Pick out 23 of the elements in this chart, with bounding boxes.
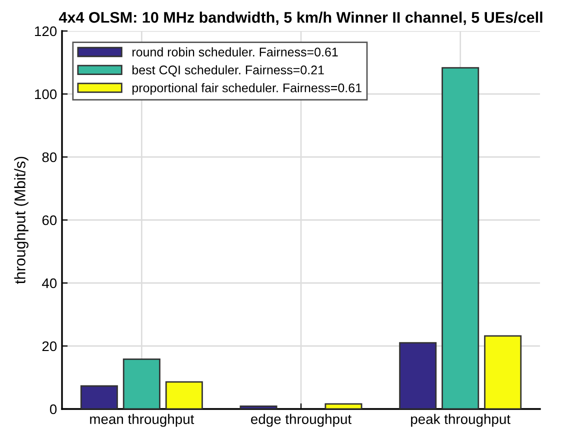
- bar: [240, 405, 278, 409]
- legend-label: proportional fair scheduler. Fairness=0.61: [132, 83, 362, 95]
- y-tick-label: 80: [42, 152, 57, 162]
- legend-label: best CQI scheduler. Fairness=0.21: [132, 65, 324, 77]
- bar: [484, 335, 522, 409]
- bar: [442, 67, 480, 409]
- y-tick-label: 20: [42, 341, 57, 352]
- y-axis-title: throughput (Mbit/s): [14, 156, 28, 284]
- y-tick-label: 0: [50, 404, 57, 414]
- bar: [399, 342, 437, 409]
- bar: [324, 403, 362, 409]
- legend-label: round robin scheduler. Fairness=0.61: [132, 47, 338, 56]
- y-tick-label: 120: [35, 26, 57, 36]
- bar: [122, 358, 160, 409]
- y-tick-label: 100: [35, 89, 57, 100]
- x-tick-label: peak throughput: [411, 414, 510, 427]
- x-tick-label: mean throughput: [90, 414, 194, 427]
- bar: [80, 385, 118, 409]
- y-tick-label: 60: [42, 215, 57, 226]
- bar: [165, 381, 203, 409]
- y-tick-label: 40: [42, 278, 57, 288]
- x-tick-label: edge throughput: [251, 414, 352, 427]
- chart-title: 4x4 OLSM: 10 MHz bandwidth, 5 km/h Winner II channel, 5 UEs/cell: [58, 12, 542, 26]
